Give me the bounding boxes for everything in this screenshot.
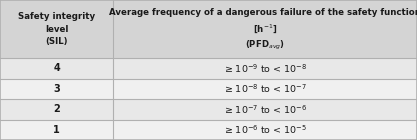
Text: ≥ 10$^{-6}$ to < 10$^{-5}$: ≥ 10$^{-6}$ to < 10$^{-5}$: [224, 123, 307, 136]
Bar: [0, 58, 417, 79]
Text: ≥ 10$^{-9}$ to < 10$^{-8}$: ≥ 10$^{-9}$ to < 10$^{-8}$: [224, 62, 307, 75]
Bar: [0, 79, 417, 99]
Text: (PFD$_{avg}$): (PFD$_{avg}$): [245, 39, 285, 52]
Bar: [0, 0, 417, 58]
Text: 4: 4: [53, 63, 60, 73]
Text: 3: 3: [53, 84, 60, 94]
Text: ≥ 10$^{-7}$ to < 10$^{-6}$: ≥ 10$^{-7}$ to < 10$^{-6}$: [224, 103, 307, 116]
Text: 2: 2: [53, 104, 60, 114]
Text: ≥ 10$^{-8}$ to < 10$^{-7}$: ≥ 10$^{-8}$ to < 10$^{-7}$: [224, 82, 307, 95]
Text: Safety integrity
level
(SIL): Safety integrity level (SIL): [18, 12, 95, 46]
Bar: [0, 99, 417, 120]
Text: Average frequency of a dangerous failure of the safety function: Average frequency of a dangerous failure…: [109, 8, 417, 18]
Text: 1: 1: [53, 125, 60, 135]
Text: [h$^{-1}$]: [h$^{-1}$]: [253, 22, 277, 35]
Bar: [0, 120, 417, 140]
